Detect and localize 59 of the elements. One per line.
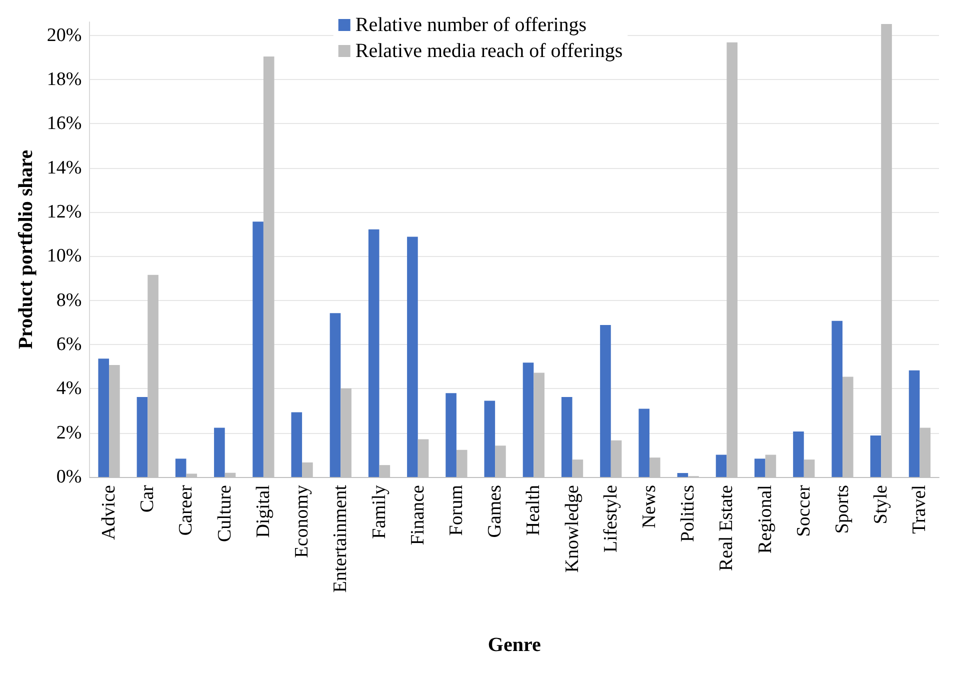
y-tick-label: 14% [46, 157, 82, 178]
bar [677, 473, 688, 477]
x-tick-label: Career [176, 484, 197, 536]
bar [638, 408, 650, 477]
y-tick-label: 2% [56, 422, 82, 444]
x-tick-label: Forum [446, 484, 467, 536]
bar [407, 236, 418, 477]
bar [252, 222, 264, 477]
bar [98, 358, 110, 477]
x-tick-label: Soccer [793, 484, 814, 537]
bar [716, 454, 727, 477]
x-tick-label: Travel [909, 485, 930, 534]
y-tick-label: 4% [56, 378, 82, 400]
x-tick-label: Car [137, 484, 158, 512]
bar [908, 370, 920, 477]
x-tick-label: Real Estate [716, 485, 738, 571]
bar [291, 412, 302, 477]
x-tick-label: Regional [754, 485, 776, 554]
x-tick-label: Politics [678, 485, 699, 542]
bar [561, 397, 572, 477]
y-tick-label: 20% [46, 24, 82, 46]
bar [870, 435, 882, 477]
bar [368, 229, 380, 477]
bar [754, 458, 766, 477]
x-tick-label: Entertainment [330, 484, 352, 593]
bar [484, 400, 496, 477]
y-axis-title: Product portfolio share [15, 150, 37, 350]
bar [175, 458, 186, 477]
bar [793, 432, 804, 477]
bar [330, 313, 341, 477]
x-tick-label: Sports [832, 485, 853, 534]
x-tick-label: Style [870, 485, 892, 524]
x-tick-label: Health [523, 484, 544, 536]
y-tick-label: 12% [46, 201, 82, 222]
x-tick-label: Culture [214, 485, 236, 542]
bar [214, 428, 225, 477]
bar [446, 393, 456, 477]
bar [522, 362, 534, 477]
y-tick-label: 18% [46, 68, 82, 90]
y-tick-label: 6% [56, 334, 82, 355]
x-tick-label: Digital [252, 485, 274, 538]
y-tick-label: 8% [56, 290, 82, 311]
x-tick-label: Lifestyle [600, 485, 622, 553]
legend-label: Relative media reach of offerings [355, 40, 623, 62]
x-tick-label: Family [368, 484, 390, 539]
x-tick-label: Games [484, 485, 506, 538]
bar [832, 320, 842, 477]
y-tick-label: 0% [56, 466, 82, 488]
y-tick-label: 10% [46, 246, 82, 267]
x-tick-label: Knowledge [562, 485, 583, 573]
y-tick-label: 16% [46, 113, 82, 134]
x-tick-label: Advice [98, 485, 120, 540]
x-axis-title: Genre [488, 634, 541, 656]
bar [136, 397, 148, 477]
x-tick-label: Economy [292, 484, 313, 558]
x-tick-label: Finance [407, 485, 428, 546]
legend-label: Relative number of offerings [355, 14, 587, 36]
bar [600, 325, 611, 477]
x-tick-label: News [638, 485, 660, 528]
